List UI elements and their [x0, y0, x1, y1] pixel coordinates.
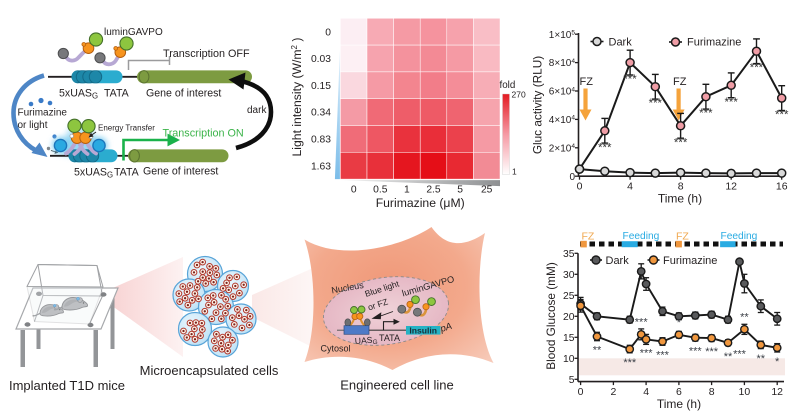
svg-text:Gene of interest: Gene of interest	[143, 166, 218, 178]
svg-text:0.34: 0.34	[311, 108, 331, 119]
svg-text:***: ***	[649, 98, 663, 110]
svg-text:2: 2	[610, 386, 616, 398]
svg-text:0.83: 0.83	[311, 135, 331, 146]
svg-text:TATA: TATA	[379, 333, 400, 343]
svg-text:**: **	[740, 311, 749, 323]
svg-text:25: 25	[563, 291, 575, 302]
svg-text:dark: dark	[247, 105, 267, 116]
svg-text:pA: pA	[438, 321, 453, 335]
svg-text:0.5: 0.5	[373, 185, 388, 196]
svg-text:2×104: 2×104	[549, 143, 576, 154]
svg-text:Microencapsulated cells: Microencapsulated cells	[140, 363, 279, 378]
svg-text:0: 0	[577, 181, 583, 193]
svg-text:6: 6	[676, 386, 682, 398]
svg-text:0.15: 0.15	[311, 81, 331, 92]
svg-text:UASG: UASG	[354, 334, 377, 347]
svg-text:8×104: 8×104	[549, 58, 576, 69]
svg-text:5: 5	[457, 185, 463, 196]
svg-text:Light intensity (W/m2 ): Light intensity (W/m2 )	[290, 38, 304, 157]
svg-text:8: 8	[678, 181, 684, 193]
svg-text:Feeding: Feeding	[721, 231, 758, 242]
svg-text:***: ***	[750, 63, 764, 75]
svg-text:10: 10	[739, 386, 751, 398]
svg-text:0: 0	[351, 185, 357, 196]
svg-text:0: 0	[569, 172, 575, 183]
svg-text:4: 4	[643, 386, 649, 398]
svg-text:Dark: Dark	[609, 37, 633, 49]
svg-text:Furimazine: Furimazine	[18, 108, 68, 119]
svg-text:20: 20	[563, 312, 575, 323]
svg-text:16: 16	[776, 181, 788, 193]
svg-text:Transcription OFF: Transcription OFF	[163, 48, 250, 60]
svg-text:***: ***	[705, 346, 719, 358]
svg-text:Feeding: Feeding	[623, 231, 660, 242]
svg-text:35: 35	[563, 249, 575, 260]
svg-text:1: 1	[512, 167, 517, 177]
svg-text:*: *	[677, 317, 682, 329]
svg-text:15: 15	[563, 333, 575, 344]
svg-text:2.5: 2.5	[426, 185, 441, 196]
svg-text:***: ***	[656, 350, 670, 362]
svg-text:5: 5	[569, 375, 575, 386]
svg-text:Insulin: Insulin	[409, 325, 437, 335]
svg-text:Time (h): Time (h)	[658, 192, 702, 206]
svg-text:Transcription ON: Transcription ON	[163, 128, 244, 140]
svg-text:**: **	[593, 344, 602, 356]
svg-text:0: 0	[325, 27, 331, 38]
svg-text:FZ: FZ	[582, 231, 595, 243]
svg-text:***: ***	[623, 74, 637, 86]
svg-text:4×104: 4×104	[549, 115, 576, 126]
svg-text:4: 4	[627, 181, 633, 193]
svg-text:5xUASG: 5xUASG	[74, 167, 113, 180]
svg-text:***: ***	[733, 349, 747, 361]
svg-text:6×104: 6×104	[549, 86, 576, 97]
svg-text:8: 8	[709, 386, 715, 398]
svg-text:1: 1	[404, 185, 410, 196]
svg-text:Implanted T1D mice: Implanted T1D mice	[9, 378, 125, 393]
svg-text:Energy Transfer: Energy Transfer	[98, 124, 155, 133]
svg-text:10: 10	[563, 354, 575, 365]
svg-text:TATA: TATA	[104, 88, 130, 100]
svg-text:0.03: 0.03	[311, 54, 331, 65]
svg-text:30: 30	[563, 270, 575, 281]
svg-text:5xUASG: 5xUASG	[59, 88, 98, 101]
svg-text:Engineered cell line: Engineered cell line	[340, 378, 453, 393]
svg-text:***: ***	[689, 346, 703, 358]
svg-text:0: 0	[578, 386, 584, 398]
svg-text:**: **	[756, 353, 765, 365]
svg-text:***: ***	[635, 316, 649, 328]
svg-text:Time (h): Time (h)	[657, 397, 701, 411]
svg-text:FZ: FZ	[580, 76, 594, 88]
svg-text:Furimazine: Furimazine	[687, 37, 741, 49]
svg-text:*: *	[775, 356, 780, 368]
svg-text:***: ***	[640, 347, 654, 359]
svg-text:***: ***	[598, 142, 612, 154]
svg-text:Gluc activity (RLU): Gluc activity (RLU)	[531, 56, 545, 154]
svg-text:***: ***	[724, 97, 738, 109]
svg-text:1×105: 1×105	[549, 30, 576, 41]
svg-text:fold: fold	[500, 80, 516, 91]
svg-text:FZ: FZ	[676, 231, 689, 243]
svg-text:Blood Glucose (mM): Blood Glucose (mM)	[544, 262, 558, 370]
svg-text:Furimazine (μM): Furimazine (μM)	[376, 196, 465, 210]
svg-text:Furimazine: Furimazine	[663, 255, 717, 267]
svg-text:TATA: TATA	[114, 167, 140, 179]
svg-text:12: 12	[771, 386, 783, 398]
svg-text:**: **	[724, 351, 733, 363]
svg-text:***: ***	[699, 108, 713, 120]
svg-text:***: ***	[623, 357, 637, 369]
svg-text:Dark: Dark	[606, 255, 630, 267]
svg-text:25: 25	[481, 185, 493, 196]
svg-text:12: 12	[725, 181, 737, 193]
svg-text:270: 270	[512, 90, 526, 100]
svg-text:***: ***	[775, 110, 789, 122]
svg-text:Gene of interest: Gene of interest	[146, 88, 221, 100]
svg-text:***: ***	[674, 137, 688, 149]
svg-text:1.63: 1.63	[311, 161, 331, 172]
svg-text:or light: or light	[18, 120, 48, 131]
svg-text:FZ: FZ	[673, 76, 687, 88]
svg-text:luminGAVPO: luminGAVPO	[104, 27, 163, 38]
svg-text:Cytosol: Cytosol	[321, 344, 351, 354]
